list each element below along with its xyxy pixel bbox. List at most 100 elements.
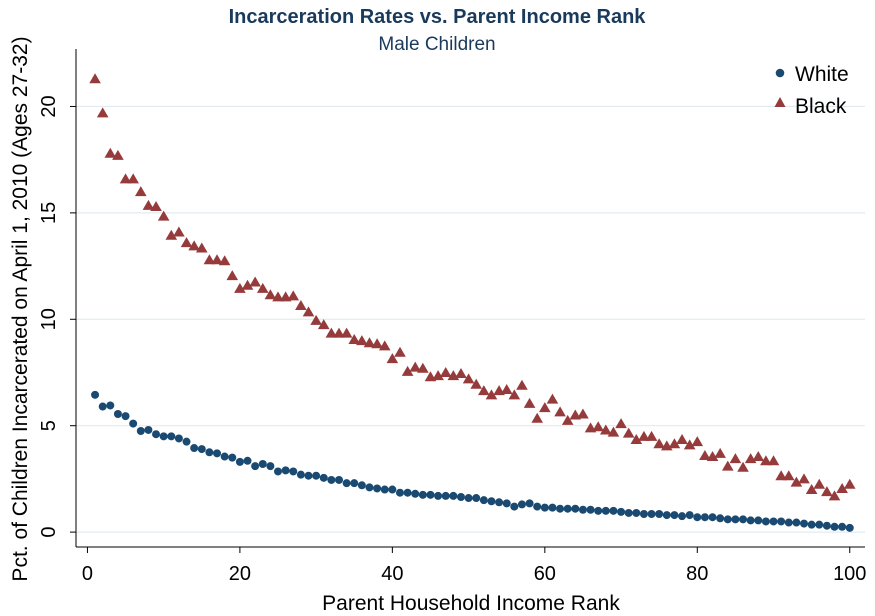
white-point	[815, 520, 824, 529]
black-point	[394, 346, 406, 357]
black-point	[485, 389, 498, 400]
white-point	[510, 502, 519, 511]
white-point	[830, 522, 839, 531]
black-point	[234, 282, 246, 293]
black-point	[546, 393, 559, 404]
chart-subtitle: Male Children	[378, 34, 495, 55]
white-point	[845, 523, 854, 532]
white-point	[136, 427, 145, 436]
black-point	[798, 473, 810, 484]
black-point	[89, 73, 101, 84]
white-point	[388, 485, 397, 494]
black-point	[439, 366, 452, 377]
white-point	[418, 490, 427, 499]
white-point	[632, 508, 641, 517]
black-point	[127, 173, 139, 184]
black-point	[455, 368, 467, 379]
white-point	[174, 434, 183, 443]
white-point	[426, 490, 435, 499]
white-point	[495, 498, 504, 507]
legend-marker-black	[774, 97, 786, 107]
y-tick-label: 10	[38, 308, 60, 330]
white-point	[395, 488, 404, 497]
white-point	[319, 473, 328, 482]
x-axis-label: Parent Household Income Rank	[322, 592, 620, 615]
white-point	[548, 503, 557, 512]
white-point	[617, 507, 626, 516]
white-point	[228, 453, 237, 462]
white-point	[716, 514, 725, 523]
black-point	[691, 436, 704, 447]
white-point	[472, 494, 481, 503]
white-point	[525, 499, 534, 508]
black-point	[272, 291, 284, 302]
black-point	[478, 385, 490, 396]
black-point	[211, 254, 223, 265]
white-point	[754, 516, 763, 525]
white-point	[373, 484, 382, 493]
white-point	[251, 462, 260, 471]
white-point	[434, 491, 443, 500]
white-point	[700, 513, 709, 522]
black-point	[340, 327, 353, 338]
black-point	[699, 449, 711, 460]
white-point	[533, 502, 542, 511]
white-point	[464, 494, 473, 503]
black-point	[134, 186, 147, 197]
legend-marker-white	[775, 68, 785, 78]
black-point	[721, 460, 734, 471]
white-point	[662, 511, 671, 520]
white-point	[258, 460, 267, 468]
white-point	[357, 481, 366, 490]
y-axis-ticks: 0 5 10 15 20	[38, 95, 76, 538]
white-point	[167, 432, 176, 441]
white-point	[487, 497, 496, 506]
black-point	[180, 237, 193, 248]
black-point	[600, 424, 612, 435]
black-point	[706, 451, 719, 462]
white-point	[449, 491, 458, 500]
black-point	[188, 240, 200, 251]
black-point	[653, 438, 665, 449]
y-tick-label: 15	[38, 202, 60, 224]
black-point	[714, 447, 726, 458]
black-point	[737, 461, 749, 472]
black-point	[615, 418, 627, 429]
black-point	[241, 279, 254, 290]
black-point	[668, 438, 681, 449]
x-axis-ticks: 0 20 40 60 80 100	[82, 547, 866, 585]
white-point	[152, 430, 161, 439]
black-point	[112, 149, 124, 160]
black-point	[523, 397, 536, 408]
black-point	[142, 199, 155, 210]
black-point	[638, 430, 650, 441]
black-point	[249, 276, 261, 287]
white-point	[586, 505, 595, 514]
white-point	[556, 504, 565, 513]
black-point	[790, 476, 803, 487]
white-point	[609, 506, 618, 515]
white-point	[761, 517, 770, 526]
white-point	[739, 515, 748, 524]
white-point	[746, 516, 755, 525]
black-point	[96, 107, 109, 118]
white-point	[327, 475, 336, 484]
x-tick-label: 100	[833, 563, 866, 585]
black-point	[813, 478, 826, 489]
white-point	[121, 412, 130, 421]
data-points	[89, 73, 856, 532]
black-point	[683, 439, 696, 450]
black-point	[760, 455, 772, 466]
black-point	[539, 402, 551, 413]
black-point	[401, 365, 414, 376]
black-point	[630, 434, 643, 445]
white-point	[91, 390, 100, 399]
white-point	[365, 483, 374, 492]
white-point	[235, 457, 244, 466]
white-point	[441, 491, 450, 500]
black-point	[150, 200, 162, 211]
white-point	[540, 503, 549, 512]
white-point	[296, 470, 305, 479]
chart-title: Incarceration Rates vs. Parent Income Ra…	[229, 6, 647, 28]
x-tick-label: 60	[534, 563, 556, 585]
